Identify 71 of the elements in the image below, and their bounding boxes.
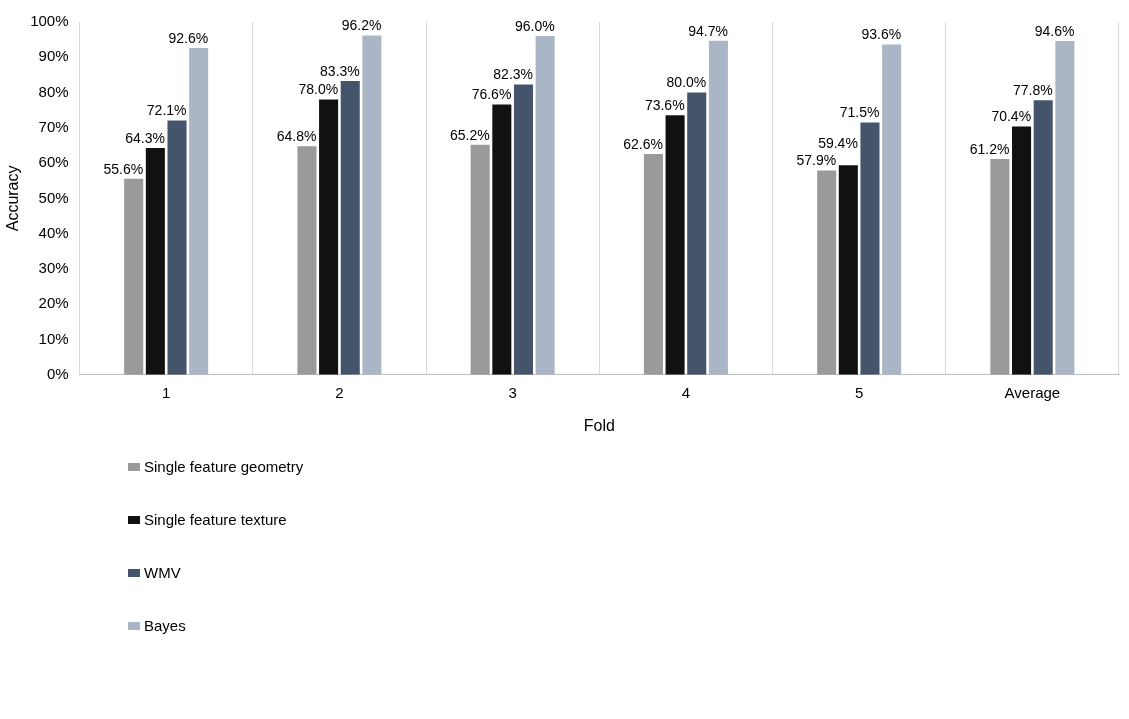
data-label: 65.2%: [450, 126, 490, 143]
bar: [145, 147, 165, 375]
bar: [1055, 41, 1075, 375]
bar: [687, 92, 707, 375]
bar: [838, 165, 858, 375]
bar: [535, 36, 555, 375]
data-label: 72.1%: [146, 102, 187, 119]
bar: [1033, 100, 1053, 375]
data-label: 83.3%: [320, 62, 360, 79]
x-tick-label: 3: [508, 383, 517, 401]
legend-label: WMV: [144, 564, 181, 581]
data-label: 96.2%: [341, 17, 382, 34]
y-tick-label: 10%: [38, 329, 69, 347]
data-label: 93.6%: [861, 26, 902, 43]
bar: [643, 153, 663, 375]
y-tick-label: 70%: [38, 117, 69, 135]
data-label: 76.6%: [471, 86, 512, 103]
data-label: 70.4%: [991, 108, 1032, 125]
y-tick-label: 40%: [38, 223, 69, 241]
bar: [124, 178, 144, 375]
bar: [665, 115, 685, 375]
x-axis-title: Fold: [583, 416, 615, 434]
bar: [470, 144, 490, 375]
data-label: 73.6%: [644, 97, 685, 113]
bar: [860, 122, 880, 375]
x-tick-label: 1: [162, 383, 171, 401]
data-label: 78.0%: [298, 81, 339, 98]
bar: [167, 120, 187, 375]
data-label: 62.6%: [623, 135, 663, 152]
x-tick-label: 5: [854, 383, 864, 401]
bar: [817, 170, 837, 375]
data-label: 71.5%: [839, 104, 880, 121]
data-label: 64.8%: [276, 128, 317, 145]
bar: [882, 44, 902, 375]
legend-label: Single feature texture: [144, 511, 287, 528]
data-label: 59.4%: [818, 135, 858, 152]
bar: [340, 80, 360, 375]
data-label: 94.7%: [688, 22, 728, 39]
x-tick-label: 4: [681, 383, 691, 401]
bar: [362, 35, 382, 375]
bar: [708, 40, 728, 375]
y-tick-label: 0%: [46, 364, 69, 382]
bar: [297, 146, 317, 375]
y-tick-label: 50%: [38, 188, 69, 206]
y-tick-label: 20%: [38, 294, 69, 312]
x-tick-label: Average: [1004, 383, 1061, 401]
bar: [990, 158, 1010, 375]
bar: [189, 48, 209, 375]
bar: [492, 104, 512, 375]
data-label: 94.6%: [1034, 22, 1075, 39]
bar: [319, 99, 339, 375]
y-tick-label: 80%: [38, 82, 69, 100]
data-label: 82.3%: [493, 66, 534, 83]
legend-label: Single feature geometry: [144, 458, 304, 475]
bar: [1012, 126, 1032, 375]
x-tick-label: 2: [335, 383, 344, 401]
y-tick-label: 90%: [38, 47, 69, 65]
y-tick-label: 60%: [38, 153, 69, 171]
y-axis-title: Accuracy: [4, 165, 22, 232]
legend-label: Bayes: [144, 617, 186, 634]
data-label: 96.0%: [514, 17, 555, 34]
y-tick-label: 100%: [30, 12, 69, 30]
data-label: 55.6%: [103, 160, 144, 177]
data-label: 77.8%: [1013, 82, 1053, 99]
bar: [513, 84, 534, 375]
y-tick-label: 30%: [38, 259, 69, 277]
data-label: 80.0%: [666, 74, 707, 91]
data-label: 92.6%: [168, 29, 209, 46]
data-label: 64.3%: [125, 129, 165, 146]
data-label: 61.2%: [969, 140, 1010, 157]
data-label: 57.9%: [796, 152, 837, 169]
